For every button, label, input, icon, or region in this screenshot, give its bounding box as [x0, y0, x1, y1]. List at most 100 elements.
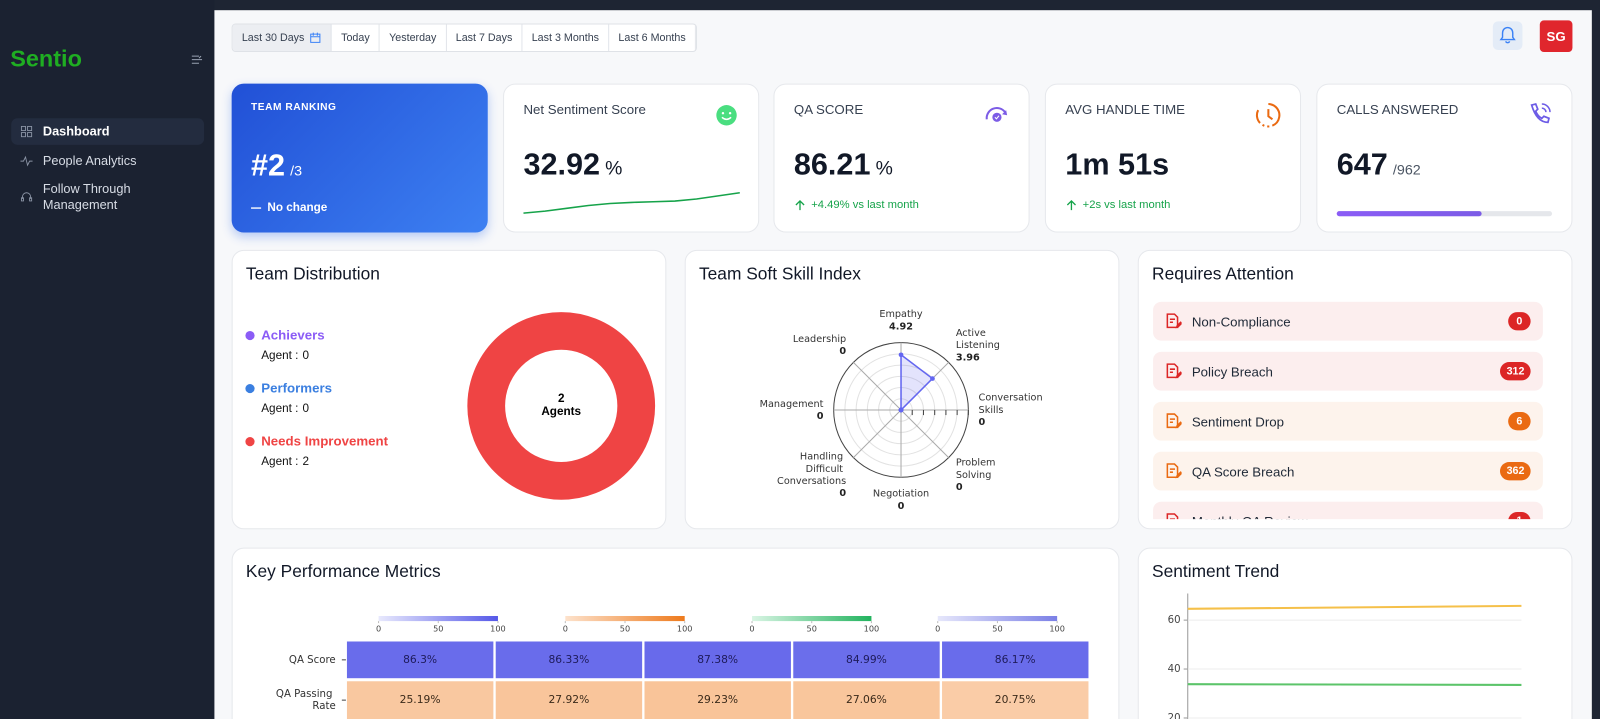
icon: [1166, 463, 1179, 479]
nav-item[interactable]: Follow Through Management: [11, 177, 204, 216]
donut-segment: [467, 312, 656, 500]
kpi-icon: [1255, 103, 1281, 128]
colorbar-tick-label: 50: [433, 624, 443, 634]
separator: /: [1392, 161, 1397, 178]
cell-label: 25.19%: [400, 693, 441, 706]
alert-count: 1: [1508, 511, 1531, 520]
filter-label: Yesterday: [389, 31, 437, 44]
dot: [245, 383, 255, 394]
icon: [1166, 413, 1179, 429]
heat-cell: [942, 681, 1089, 719]
alert-icon: [1166, 513, 1179, 520]
radar-value-label: 4.92: [889, 321, 913, 332]
nav-item[interactable]: People Analytics: [11, 148, 204, 175]
alert-item[interactable]: Sentiment Drop 6: [1153, 401, 1543, 441]
icon: [20, 126, 33, 138]
icon: [1175, 471, 1182, 479]
legend-dot: [245, 437, 255, 447]
requires-attention-panel: Requires Attention Non-Compliance 0 Policy…: [1137, 249, 1573, 530]
filter-label: Today: [341, 31, 370, 44]
cell-label: 27.92%: [548, 693, 589, 706]
heat-cell: [793, 681, 940, 719]
notifications-button[interactable]: [1492, 21, 1523, 50]
icon: [20, 155, 33, 167]
kpi-icon: [716, 105, 737, 126]
donut-total: 2: [558, 392, 565, 405]
filter-label: Last 30 Days: [241, 31, 305, 44]
colorbar-tick-label: 0: [749, 624, 754, 634]
radar-axis-label: Leadership: [793, 334, 846, 345]
heat-cell: [644, 641, 791, 679]
filter-button[interactable]: Last 30 Days: [232, 24, 332, 51]
alert-item[interactable]: Non-Compliance 0: [1153, 301, 1543, 341]
filter-button[interactable]: Yesterday: [380, 24, 447, 51]
count-value: 0: [302, 349, 310, 363]
icon: [1175, 421, 1182, 429]
filter-button[interactable]: Last 6 Months: [609, 24, 696, 51]
alert-item[interactable]: QA Score Breach 362: [1153, 451, 1543, 491]
total: 962: [1396, 161, 1421, 178]
nav-icon: [20, 126, 33, 138]
panel-title: Key Performance Metrics: [245, 561, 441, 582]
cell-label: 86.17%: [995, 653, 1036, 666]
cell-label: 87.38%: [697, 653, 738, 666]
radar-area: [900, 353, 934, 412]
legend-name: Performers: [261, 380, 333, 396]
count-label: Agent :: [261, 455, 299, 469]
panel-title: Requires Attention: [1152, 264, 1294, 284]
colorbar-tick-label: 50: [992, 624, 1002, 634]
alert-count: 0: [1508, 312, 1531, 331]
heat-cell: [495, 641, 643, 679]
icon: [1166, 363, 1179, 379]
filter-button[interactable]: Last 7 Days: [447, 24, 523, 51]
collapse-button[interactable]: [191, 54, 203, 65]
colorbar-tick-label: 0: [935, 624, 940, 634]
cell-label: 86.33%: [548, 653, 589, 666]
kpi-note: No change: [267, 201, 328, 215]
filter-button[interactable]: Last 3 Months: [523, 24, 610, 51]
y-tick-label: 20: [1168, 713, 1181, 719]
radar-spoke: [853, 362, 902, 411]
radar-spoke: [900, 409, 950, 458]
alert-item[interactable]: Policy Breach 312: [1153, 351, 1543, 391]
kpi-card: AVG HANDLE TIME 1m 51s +2s vs last month: [1044, 83, 1302, 233]
alert-icon: [1166, 313, 1182, 329]
radar-point: [898, 407, 904, 413]
legend-name: Achievers: [261, 327, 325, 343]
count-value: 2: [302, 455, 310, 469]
radar-axis-label: Handling Difficult Conversations: [777, 452, 846, 487]
alert-item[interactable]: Monthly QA Review 1: [1153, 501, 1543, 520]
kpi-value: 1m 51s: [1065, 147, 1170, 182]
row-label: QA Score: [289, 655, 336, 666]
icon: [310, 32, 321, 43]
colorbar: [937, 615, 1058, 622]
y-tick-label: 60: [1168, 615, 1181, 626]
panel-title: Sentiment Trend: [1152, 561, 1280, 582]
radar-value-label: 0: [839, 346, 846, 357]
alert-label: QA Score Breach: [1191, 464, 1295, 480]
icon: [1166, 313, 1179, 329]
radar-axis-label: Management: [760, 399, 824, 410]
date-filter: Last 30 Days Today Yesterday Last 7 Days Las…: [231, 23, 697, 53]
kpi-card: TEAM RANKING #2/3 No change: [231, 83, 488, 233]
radar-value-label: 0: [839, 488, 846, 499]
radar-point: [898, 352, 904, 358]
kpi-suffix: /3: [290, 162, 303, 179]
kpi-card: QA SCORE 86.21% +4.49% vs last month: [773, 83, 1030, 233]
kpi-value: 86.21: [793, 147, 871, 182]
colorbar-tick-label: 100: [1049, 624, 1065, 634]
dot: [245, 437, 255, 447]
filter-button[interactable]: Today: [332, 24, 380, 51]
sidebar: Sentio Dashboard People Analytics Follow T…: [0, 0, 215, 719]
colorbar: [752, 615, 872, 622]
kpi-icon: [1530, 103, 1551, 124]
radar-axis-label: Negotiation: [873, 489, 929, 500]
donut-total-label: Agents: [541, 405, 581, 418]
legend-count: Agent :0: [261, 350, 309, 362]
icon: [1166, 513, 1179, 520]
nav-item[interactable]: Dashboard: [11, 118, 205, 145]
colorbar-tick-label: 0: [563, 624, 568, 634]
avatar[interactable]: SG: [1539, 20, 1573, 53]
